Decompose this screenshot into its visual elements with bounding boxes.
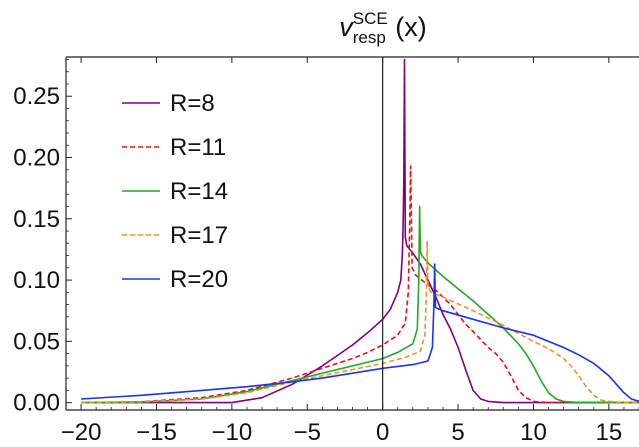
y-tick-label: 0.25 (13, 83, 60, 110)
x-tick-label: 0 (376, 419, 389, 446)
legend: R=8 R=11 R=14 R=17 R=20 (122, 90, 228, 293)
series-line-4 (81, 240, 639, 404)
title-subscript: resp (353, 28, 386, 47)
x-tick-label: 15 (595, 419, 622, 446)
y-tick-label: 0.00 (13, 390, 60, 417)
legend-label-3: R=14 (170, 178, 228, 205)
y-tick-label: 0.10 (13, 267, 60, 294)
series-group (81, 58, 639, 404)
title-argument: (x) (388, 12, 427, 42)
x-tick-label: −20 (61, 419, 102, 446)
legend-label-5: R=20 (170, 266, 228, 293)
y-tick-label: 0.20 (13, 145, 60, 172)
legend-label-2: R=11 (170, 134, 226, 161)
y-tick-label: 0.15 (13, 206, 60, 233)
x-tick-label: 5 (451, 419, 464, 446)
x-tick-label: −5 (294, 419, 321, 446)
x-tick-label: −15 (136, 419, 177, 446)
legend-label-1: R=8 (170, 90, 215, 117)
x-tick-label: −10 (212, 419, 253, 446)
series-line-5 (81, 263, 639, 403)
title-symbol: v (339, 12, 354, 42)
chart-title: vSCE resp (x) (339, 9, 426, 47)
series-line-3 (81, 205, 639, 404)
series-line-1 (81, 58, 639, 404)
series-line-2 (81, 165, 639, 404)
y-tick-label: 0.05 (13, 328, 60, 355)
legend-label-4: R=17 (170, 222, 228, 249)
title-superscript: SCE (353, 9, 388, 28)
x-tick-label: 10 (520, 419, 547, 446)
